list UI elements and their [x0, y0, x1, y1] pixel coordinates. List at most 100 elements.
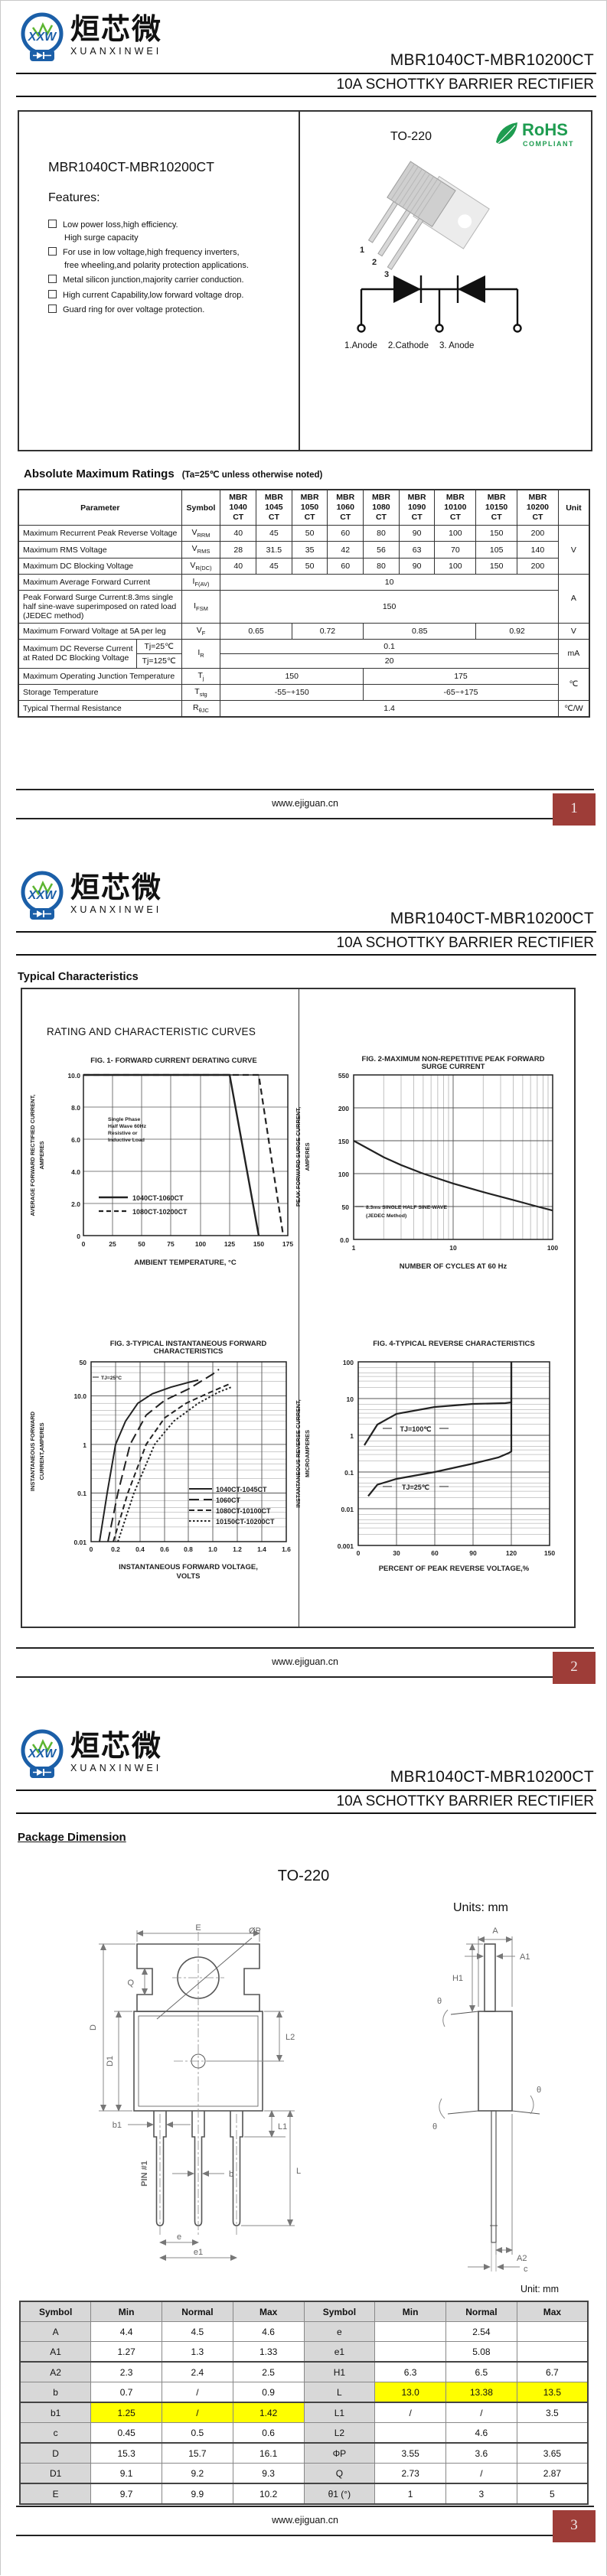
y-tick: 200 [338, 1105, 349, 1112]
y-axis-label: INSTANTANEOUS REVERSE CURRENT, [295, 1399, 302, 1507]
x-tick: 150 [544, 1549, 555, 1557]
symbol-cell: IF(AV) [181, 573, 221, 591]
brand-logo: XXW 烜芯微 XUANXINWEI [18, 870, 162, 922]
svg-text:Half Wave 60Hz: Half Wave 60Hz [108, 1124, 147, 1129]
characteristic-curves-box: RATING AND CHARACTERISTIC CURVES FIG. 1-… [21, 988, 576, 1628]
y-tick: 2.0 [71, 1200, 80, 1208]
value-cell: 150 [220, 667, 364, 685]
page-header: XXW 烜芯微 XUANXINWEI MBR1040CT-MBR10200CT … [1, 859, 606, 959]
pin-legend-cathode: 2.Cathode [387, 341, 429, 350]
y-tick: 10.0 [73, 1392, 86, 1400]
y-axis-label: INSTANTANEOUS FORWARD [29, 1411, 36, 1491]
value-cell: 90 [398, 557, 436, 575]
x-tick: 1.2 [233, 1545, 242, 1553]
amr-row-ifsm: Peak Forward Surge Current:8.3ms single … [18, 589, 589, 624]
brand-logo-icon: XXW [21, 12, 64, 61]
features-heading: Features: [48, 191, 100, 204]
value-cell: 28 [220, 541, 257, 559]
package-name: TO-220 [390, 130, 432, 143]
col-header: Normal [162, 2301, 233, 2322]
value-cell: 90 [398, 525, 436, 542]
checkbox-icon [48, 289, 57, 298]
rohs-leaf-icon [496, 122, 517, 144]
dual-diode-schematic [357, 275, 522, 333]
x-ticks: 0 0.2 0.4 0.6 0.8 1.0 1.2 1.4 1.6 [90, 1545, 292, 1553]
checkbox-icon [48, 275, 57, 283]
value-cell: 0.1 [220, 638, 559, 654]
condition-cell: Tj=125℃ [135, 653, 182, 669]
annotation: Single Phase Half Wave 60Hz Resistive or… [108, 1117, 147, 1143]
amr-row-tj: Maximum Operating Junction Temperature T… [18, 667, 590, 702]
col-header: Max [232, 2301, 305, 2322]
x-tick: 50 [138, 1240, 145, 1248]
curve-tj100 [364, 1362, 513, 1446]
logo-diode-icon [33, 910, 51, 917]
rohs-text: RoHS [522, 120, 568, 139]
dim-row: A 4.4 4.5 4.6 e 2.54 [19, 2321, 589, 2342]
feature-text: Low power loss,high efficiency. [63, 220, 178, 230]
value-cell: 80 [363, 525, 400, 542]
rohs-compliant-text: COMPLIANT [523, 140, 574, 148]
value-cell: 0.92 [475, 622, 559, 640]
footer-website: www.ejiguan.cn [272, 1656, 338, 1667]
side-view-outline [447, 1943, 540, 2243]
fig-title-2: CHARACTERISTICS [154, 1347, 224, 1356]
dim-label-theta-right: θ [537, 2086, 541, 2095]
footer-website: www.ejiguan.cn [272, 798, 338, 809]
value-cell: 175 [363, 667, 559, 685]
feature-item: Guard ring for over voltage protection. [48, 304, 249, 317]
amr-title: Absolute Maximum Ratings [24, 467, 175, 480]
dim-label-D1: D1 [106, 2056, 115, 2066]
value-cell: 60 [327, 525, 364, 542]
x-tick: 1.0 [208, 1545, 217, 1553]
y-ticks: 100 10 1 0.1 0.01 0.001 [338, 1359, 354, 1550]
page-header: XXW 烜芯微 XUANXINWEI MBR1040CT-MBR10200CT … [1, 1, 606, 100]
absolute-maximum-ratings-table: Parameter Symbol MBR 1040 CT MBR 1045 CT MBR… [18, 489, 590, 718]
amr-header-row: Parameter Symbol MBR 1040 CT MBR 1045 CT MBR… [18, 489, 590, 526]
fig4-reverse-characteristics-chart: FIG. 4-TYPICAL REVERSE CHARACTERISTICS I… [295, 1340, 555, 1573]
dim-label-e1: e1 [194, 2248, 203, 2257]
x-tick: 0.2 [111, 1545, 120, 1553]
param-cell: Peak Forward Surge Current:8.3ms single … [18, 589, 182, 624]
dim-label-A1: A1 [520, 1952, 530, 1962]
x-axis-label-2: VOLTS [177, 1572, 201, 1581]
fig-title: FIG. 4-TYPICAL REVERSE CHARACTERISTICS [373, 1340, 535, 1348]
symbol-cell: VRRM [181, 525, 221, 542]
y-axis-label-2: AMPERES [304, 1142, 311, 1171]
symbol-cell: RθJC [181, 700, 221, 718]
pin-number-3: 3 [384, 270, 389, 279]
package-name: TO-220 [277, 1868, 330, 1884]
fig2-peak-surge-current-chart: FIG. 2-MAXIMUM NON-REPETITIVE PEAK FORWA… [295, 1055, 558, 1271]
col-header: MBR 1080 CT [363, 489, 400, 526]
series-1080-10100 [113, 1382, 232, 1542]
x-axis-label: PERCENT OF PEAK REVERSE VOLTAGE,% [379, 1565, 530, 1573]
symbol-cell: VF [181, 622, 221, 640]
y-tick: 0.0 [340, 1236, 349, 1244]
y-tick: 550 [338, 1072, 349, 1080]
condition-cell: Tj=25℃ [135, 638, 182, 654]
value-cell: 100 [434, 525, 477, 542]
y-tick: 150 [338, 1138, 349, 1145]
value-cell: 40 [220, 557, 257, 575]
param-cell: Storage Temperature [18, 683, 182, 702]
amr-row-ir-25: Maximum DC Reverse Current at Rated DC B… [18, 638, 590, 669]
dimension-lines [99, 1930, 534, 2272]
pin-legend: 1.Anode 2.Cathode 3. Anode [344, 341, 474, 350]
pin-legend-anode1: 1.Anode [344, 341, 377, 350]
col-header: Unit [557, 489, 590, 526]
param-cell: Maximum Forward Voltage at 5A per leg [18, 622, 182, 640]
curve-label-tj100: TJ=100℃ [400, 1425, 432, 1433]
series-1060 [107, 1369, 220, 1542]
svg-text:Single Phase: Single Phase [108, 1117, 141, 1122]
value-cell: 60 [327, 557, 364, 575]
x-tick: 1.6 [282, 1545, 291, 1553]
feature-text: For use in low voltage,high frequency in… [63, 248, 240, 257]
doc-title-part-range: MBR1040CT-MBR10200CT [390, 910, 594, 927]
value-cell: 105 [475, 541, 518, 559]
legend-entry: 1060CT [216, 1496, 241, 1504]
feature-text-2: free wheeling,and polarity protection ap… [64, 260, 249, 270]
logo-diode-icon [33, 52, 51, 59]
page-header: XXW 烜芯微 XUANXINWEI MBR1040CT-MBR10200CT … [1, 1718, 606, 1817]
amr-note: (Ta=25℃ unless otherwise noted) [181, 471, 323, 480]
minor-grid [358, 1367, 550, 1535]
